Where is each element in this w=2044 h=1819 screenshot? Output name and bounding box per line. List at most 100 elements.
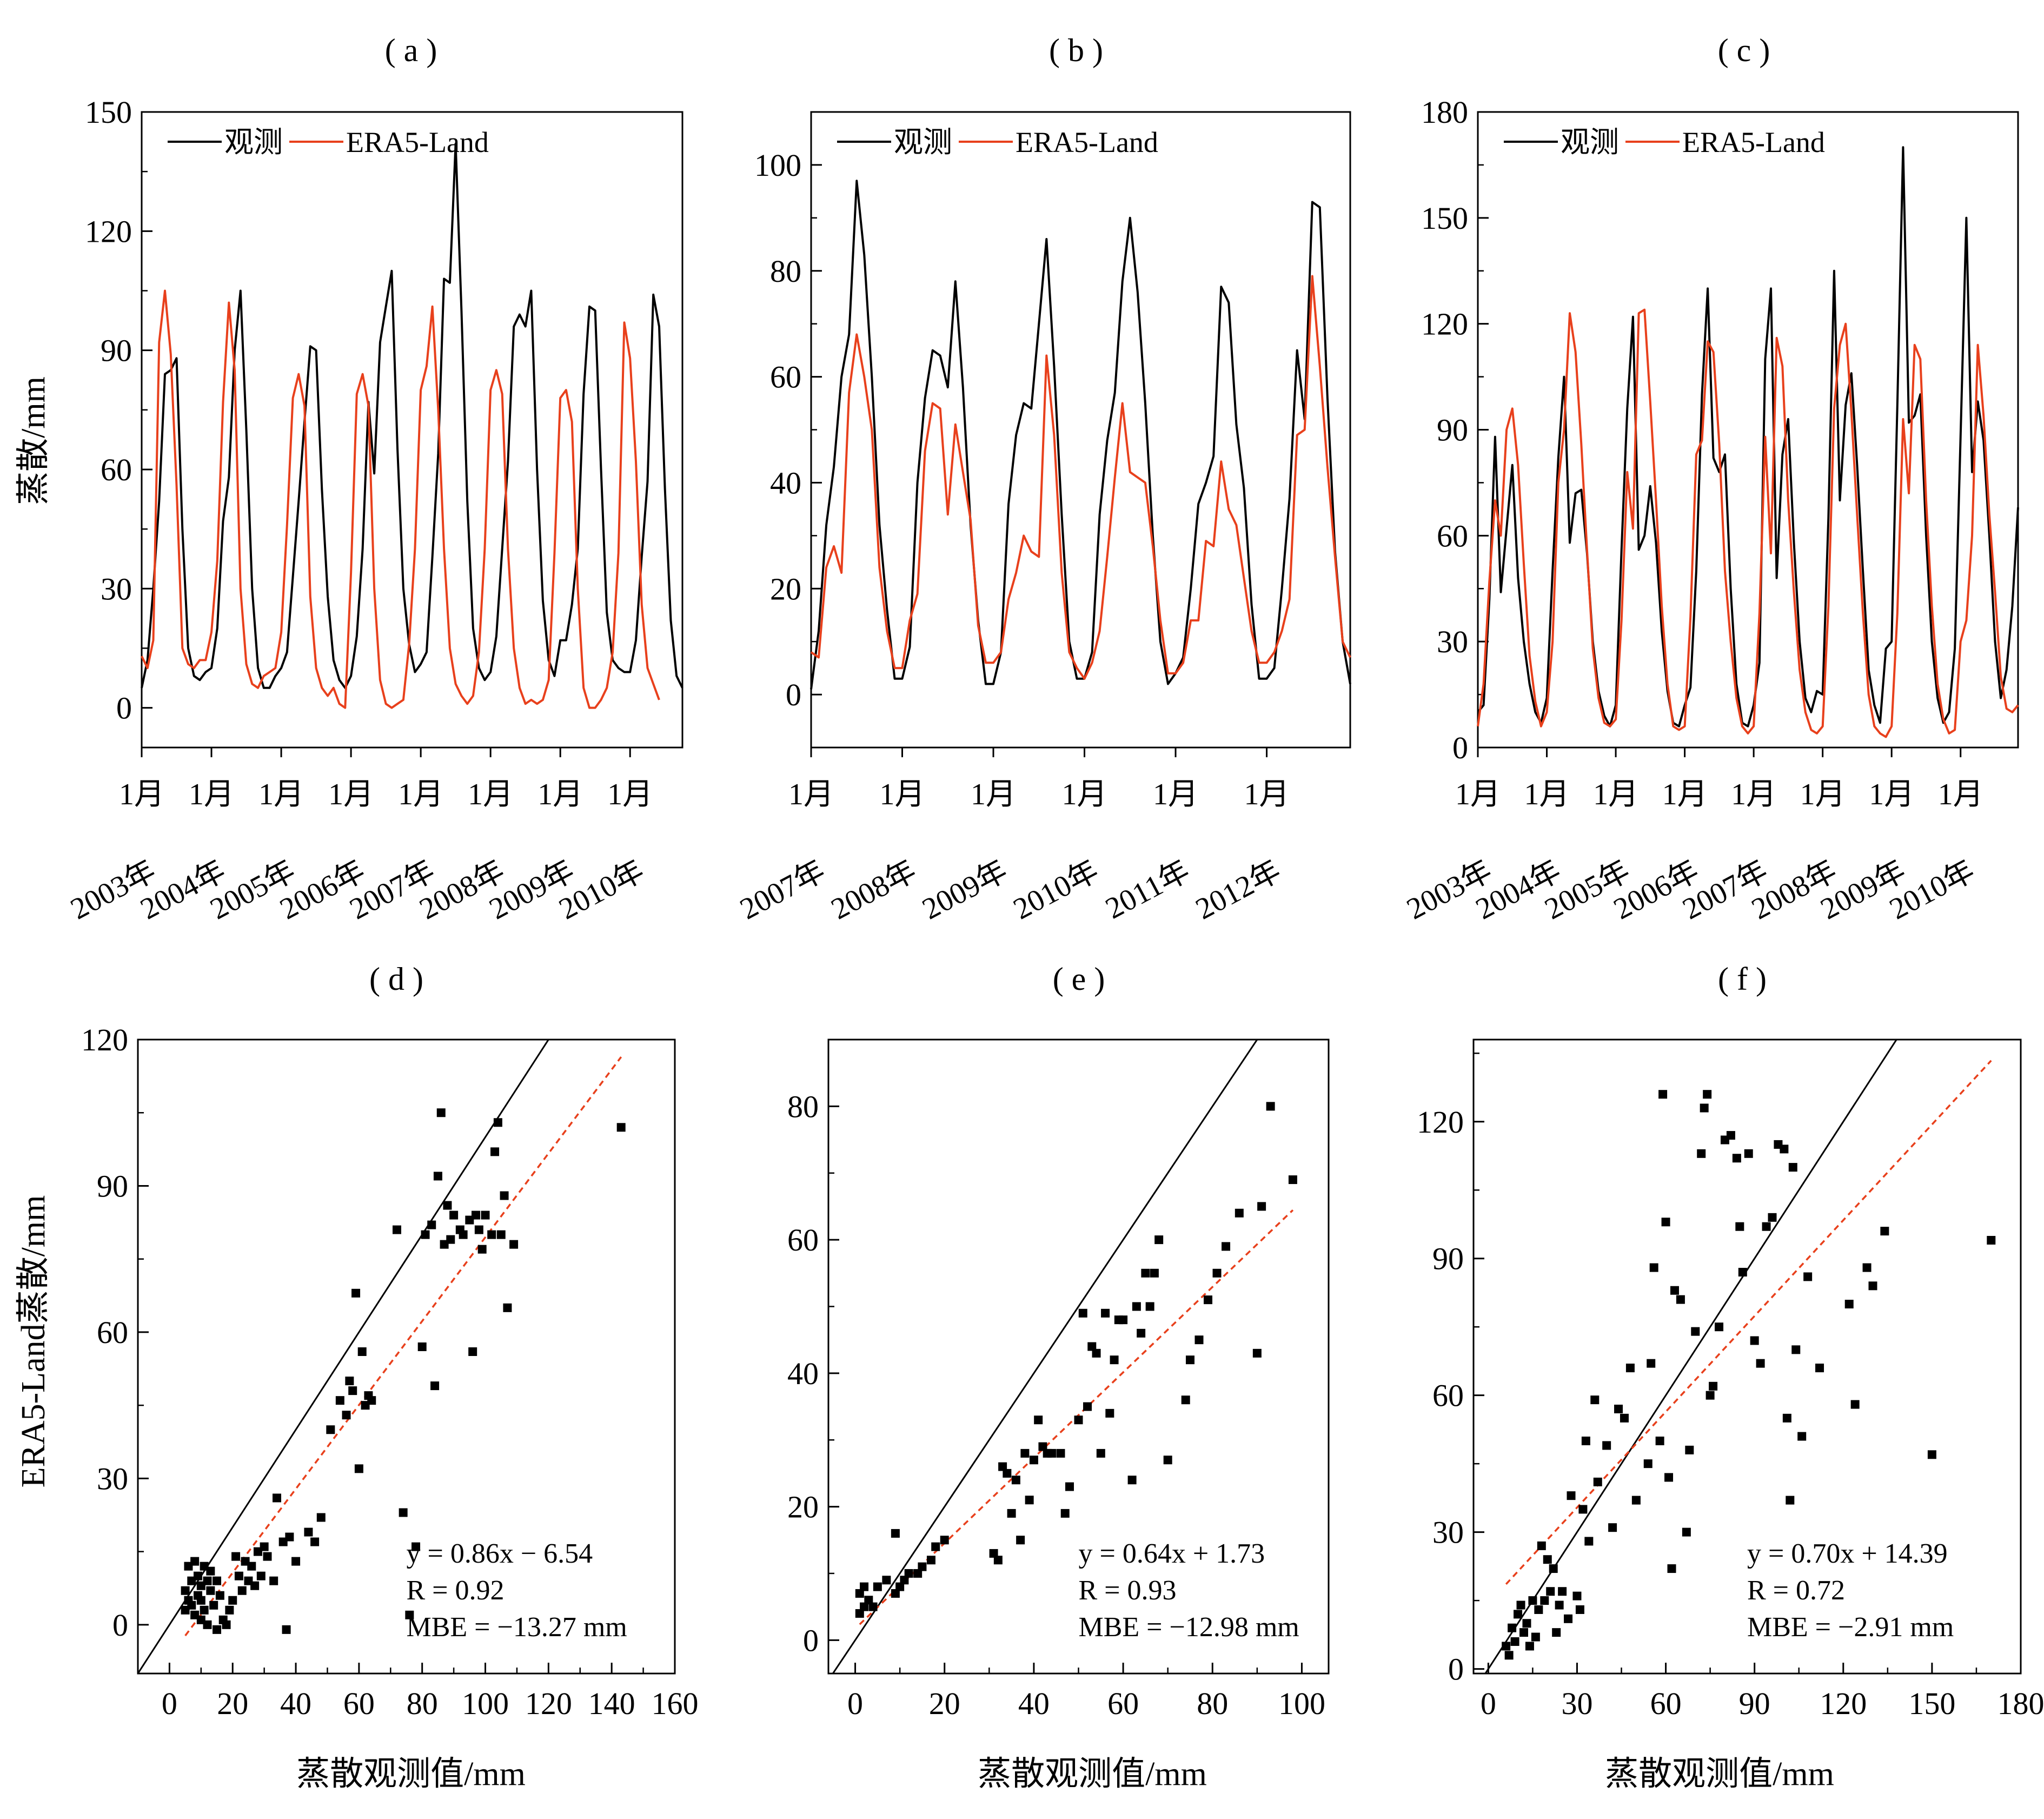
scatter-point-f-31 [1614, 1404, 1623, 1413]
x-tick-label-d-7: 140 [588, 1686, 635, 1721]
scatter-point-d-67 [436, 1108, 446, 1117]
scatter-point-f-38 [1655, 1436, 1664, 1445]
y-tick-label-c-5: 150 [1421, 201, 1468, 236]
scatter-point-f-66 [1782, 1413, 1791, 1423]
scatter-point-f-20 [1564, 1614, 1573, 1623]
y-tick-label-f-1: 30 [1432, 1515, 1464, 1550]
x-tick-label-d-4: 80 [407, 1686, 438, 1721]
panel-label-f: ( f ) [1718, 961, 1767, 997]
scatter-point-d-7 [190, 1557, 200, 1566]
stats-annotation-d-2: MBE = −13.27 mm [407, 1612, 627, 1643]
scatter-point-d-32 [247, 1562, 256, 1571]
scatter-point-f-74 [1850, 1400, 1860, 1409]
scatter-point-d-9 [193, 1571, 202, 1580]
x-month-label-a-5: 1月 [468, 778, 513, 811]
y-tick-label-a-5: 150 [85, 95, 132, 130]
scatter-point-d-64 [427, 1220, 436, 1229]
scatter-point-e-7 [882, 1576, 891, 1585]
scatter-point-e-19 [993, 1556, 1003, 1565]
x-tick-label-d-6: 120 [525, 1686, 572, 1721]
scatter-point-d-22 [215, 1591, 224, 1600]
x-month-label-b-1: 1月 [880, 778, 925, 811]
x-tick-label-f-6: 180 [1997, 1686, 2044, 1721]
x-month-label-b-3: 1月 [1062, 778, 1107, 811]
y-tick-label-c-3: 90 [1437, 413, 1468, 448]
scatter-point-f-12 [1537, 1541, 1546, 1550]
x-tick-label-e-1: 20 [929, 1686, 960, 1721]
stats-annotation-e-2: MBE = −12.98 mm [1079, 1612, 1299, 1643]
scatter-point-f-33 [1625, 1364, 1635, 1373]
scatter-point-d-41 [282, 1625, 291, 1634]
scatter-point-d-50 [345, 1377, 354, 1386]
scatter-point-e-32 [1056, 1448, 1065, 1458]
plot-frame-f [1472, 1039, 2022, 1675]
scatter-point-d-33 [250, 1581, 260, 1590]
plot-area-d [138, 1040, 626, 1674]
y-tick-label-c-1: 30 [1437, 624, 1468, 659]
x-year-label-b-5: 2012年 [1190, 854, 1286, 927]
chart-panel-c: 03060901201501801月2003年1月2004年1月2005年1月2… [1402, 95, 2019, 926]
y-tick-label-d-3: 90 [97, 1168, 128, 1203]
one-to-one-line-d [138, 1040, 550, 1674]
scatter-point-f-73 [1844, 1300, 1854, 1309]
scatter-point-f-14 [1543, 1555, 1552, 1564]
scatter-point-f-15 [1546, 1587, 1555, 1596]
scatter-point-f-28 [1593, 1477, 1602, 1486]
scatter-point-f-59 [1744, 1149, 1753, 1158]
scatter-point-d-81 [490, 1147, 500, 1156]
scatter-point-f-77 [1880, 1227, 1889, 1236]
scatter-point-f-42 [1667, 1564, 1676, 1573]
scatter-point-e-16 [931, 1542, 940, 1551]
scatter-point-e-62 [1257, 1202, 1266, 1211]
scatter-point-d-11 [196, 1596, 205, 1605]
scatter-point-e-55 [1185, 1355, 1194, 1365]
scatter-point-f-3 [1510, 1637, 1519, 1646]
scatter-point-d-17 [206, 1586, 215, 1595]
scatter-point-d-52 [351, 1288, 361, 1298]
y-tick-label-a-1: 30 [101, 571, 132, 606]
scatter-point-e-1 [855, 1589, 864, 1598]
y-axis-title-bottom: ERA5-Land蒸散/mm [15, 1195, 52, 1488]
scatter-point-e-37 [1083, 1402, 1092, 1411]
scatter-point-f-6 [1519, 1628, 1528, 1637]
scatter-point-e-49 [1141, 1268, 1150, 1278]
scatter-point-e-3 [860, 1582, 869, 1591]
scatter-point-e-46 [1127, 1476, 1137, 1485]
scatter-point-d-66 [433, 1172, 442, 1181]
x-month-label-c-5: 1月 [1800, 778, 1846, 811]
scatter-point-d-20 [213, 1625, 222, 1634]
scatter-point-e-12 [904, 1569, 913, 1578]
scatter-point-f-52 [1709, 1381, 1718, 1391]
x-tick-label-e-2: 40 [1018, 1686, 1050, 1721]
scatter-point-d-75 [468, 1347, 477, 1356]
x-tick-label-d-3: 60 [343, 1686, 375, 1721]
panel-label-c: ( c ) [1718, 32, 1770, 68]
scatter-point-f-29 [1602, 1441, 1611, 1450]
scatter-point-e-22 [1007, 1509, 1016, 1518]
panel-label-a: ( a ) [385, 32, 437, 68]
chart-panel-d: 0 30 60 90 120 0 20 40 60 80 100 120 140 160 y = 0.86x… [81, 1022, 699, 1721]
scatter-point-e-33 [1060, 1509, 1070, 1518]
x-month-label-a-6: 1月 [537, 778, 583, 811]
scatter-point-f-23 [1575, 1605, 1584, 1614]
x-year-label-b-1: 2008年 [826, 854, 921, 927]
scatter-point-f-60 [1750, 1336, 1759, 1345]
scatter-point-d-15 [203, 1576, 212, 1585]
scatter-point-d-36 [260, 1542, 269, 1551]
scatter-point-f-25 [1581, 1436, 1590, 1445]
scatter-point-f-7 [1522, 1619, 1531, 1628]
x-month-label-a-2: 1月 [258, 778, 304, 811]
y-tick-label-f-4: 120 [1417, 1104, 1464, 1140]
scatter-point-d-79 [481, 1211, 490, 1220]
y-tick-label-a-4: 120 [85, 214, 132, 249]
scatter-point-f-76 [1868, 1281, 1877, 1291]
x-month-label-a-4: 1月 [398, 778, 443, 811]
scatter-point-d-43 [291, 1557, 301, 1566]
scatter-point-f-36 [1647, 1359, 1656, 1368]
x-month-label-b-2: 1月 [971, 778, 1016, 811]
scatter-point-e-60 [1235, 1208, 1244, 1218]
scatter-point-d-47 [326, 1425, 335, 1434]
scatter-point-e-40 [1096, 1448, 1105, 1458]
scatter-point-f-43 [1670, 1286, 1679, 1295]
